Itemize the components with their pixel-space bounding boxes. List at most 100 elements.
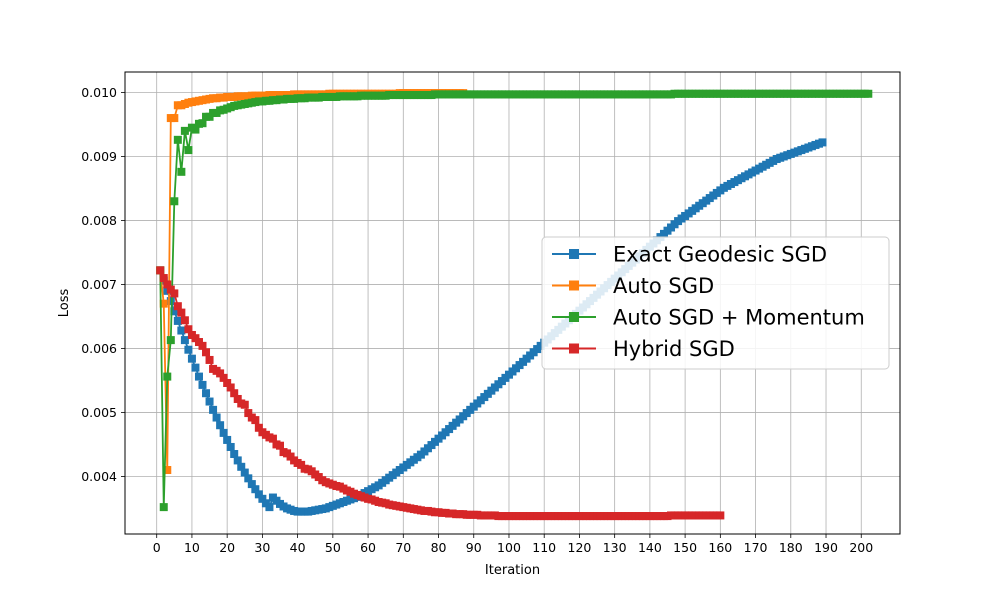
data-point: [258, 494, 267, 503]
y-tick-label: 0.006: [81, 341, 117, 356]
data-point: [205, 397, 214, 406]
data-point: [159, 503, 168, 512]
data-point: [216, 421, 225, 430]
plot-frame: [124, 71, 901, 535]
data-point: [198, 341, 207, 350]
data-point: [202, 389, 211, 398]
legend-item: Auto SGD: [552, 274, 714, 298]
x-tick-label: 10: [184, 540, 200, 555]
data-point: [202, 348, 211, 357]
x-tick-label: 80: [431, 540, 447, 555]
data-point: [177, 326, 186, 335]
y-axis-label: Loss: [57, 289, 72, 318]
legend-marker: [569, 312, 579, 322]
y-tick-label: 0.008: [81, 213, 117, 228]
data-point: [187, 354, 196, 363]
y-tick-label: 0.004: [81, 469, 117, 484]
data-point: [166, 297, 175, 306]
series-hybrid-sgd: [156, 266, 725, 521]
x-tick-label: 50: [325, 540, 341, 555]
data-point: [230, 450, 239, 459]
data-point: [177, 167, 186, 176]
data-point: [268, 434, 277, 443]
data-point: [230, 389, 239, 398]
data-point: [173, 135, 182, 144]
data-point: [184, 345, 193, 354]
legend-item: Auto SGD + Momentum: [552, 306, 865, 330]
data-point: [170, 307, 179, 316]
data-point: [233, 394, 242, 403]
x-tick-label: 40: [290, 540, 306, 555]
data-point: [180, 126, 189, 135]
data-point: [156, 266, 165, 275]
y-tick-label: 0.007: [81, 277, 117, 292]
y-tick-label: 0.009: [81, 149, 117, 164]
x-tick-label: 170: [744, 540, 768, 555]
x-tick-label: 120: [568, 540, 592, 555]
data-point: [163, 466, 172, 475]
data-point: [194, 372, 203, 381]
data-point: [184, 146, 193, 155]
data-point: [170, 197, 179, 206]
x-tick-label: 130: [603, 540, 627, 555]
data-point: [251, 485, 260, 494]
data-point: [212, 413, 221, 422]
data-point: [173, 316, 182, 325]
x-tick-label: 100: [497, 540, 521, 555]
data-point: [170, 289, 179, 298]
x-tick-label: 150: [673, 540, 697, 555]
data-point: [864, 89, 873, 98]
data-point: [233, 456, 242, 465]
data-point: [254, 423, 263, 432]
data-point: [716, 511, 725, 520]
data-point: [226, 383, 235, 392]
data-point: [180, 336, 189, 345]
data-point: [209, 405, 218, 414]
data-point: [254, 490, 263, 499]
data-point: [244, 409, 253, 418]
data-point: [247, 480, 256, 489]
data-point: [240, 468, 249, 477]
legend-label: Exact Geodesic SGD: [613, 243, 827, 267]
x-tick-label: 190: [814, 540, 838, 555]
x-tick-label: 160: [708, 540, 732, 555]
x-tick-label: 200: [849, 540, 873, 555]
data-point: [163, 372, 172, 381]
data-point: [240, 400, 249, 409]
data-point: [244, 474, 253, 483]
x-tick-label: 60: [360, 540, 376, 555]
data-point: [237, 462, 246, 471]
series-layer: [156, 89, 873, 521]
y-tick-label: 0.010: [81, 85, 117, 100]
data-point: [216, 369, 225, 378]
data-point: [173, 302, 182, 311]
data-point: [191, 125, 200, 134]
data-point: [159, 299, 168, 308]
legend-label: Auto SGD: [613, 274, 714, 298]
x-tick-label: 180: [779, 540, 803, 555]
legend-item: Exact Geodesic SGD: [552, 243, 827, 267]
data-point: [226, 442, 235, 451]
data-point: [177, 308, 186, 317]
series-auto-sgd: [156, 89, 468, 475]
data-point: [205, 355, 214, 364]
x-tick-label: 110: [532, 540, 556, 555]
y-axis-ticks: 0.004 0.005 0.006 0.007 0.008 0.009 0.010: [81, 85, 125, 484]
legend-marker: [569, 249, 579, 259]
legend-label: Auto SGD + Momentum: [613, 306, 865, 330]
legend-box: [541, 236, 890, 370]
data-point: [276, 441, 284, 450]
data-point: [166, 336, 175, 345]
data-point: [251, 416, 260, 425]
legend-label: Hybrid SGD: [613, 337, 735, 361]
data-point: [219, 373, 228, 382]
data-point: [223, 378, 232, 387]
data-point: [219, 428, 228, 437]
series-line: [159, 92, 464, 471]
x-axis-ticks: 0 10 20 30 40 50 60 70 80 90 100 110 120 130 140 150 160…: [153, 534, 873, 555]
legend-marker: [569, 280, 579, 291]
x-tick-label: 70: [395, 540, 411, 555]
x-tick-label: 0: [153, 540, 161, 555]
legend: Exact Geodesic SGD Auto SGD Auto SGD + Mom…: [541, 236, 890, 370]
